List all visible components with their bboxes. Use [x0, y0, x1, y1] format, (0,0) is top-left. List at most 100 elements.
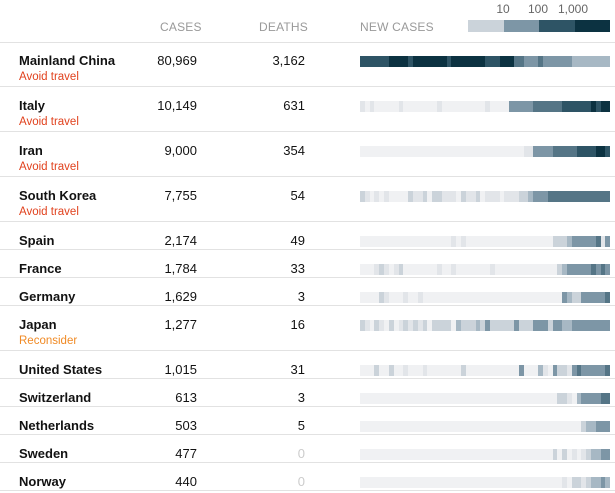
daily-cases-cell	[538, 101, 543, 112]
daily-cases-cell	[441, 477, 447, 488]
daily-cases-cell	[600, 292, 606, 303]
daily-cases-cell	[533, 191, 539, 202]
daily-cases-cell	[494, 292, 500, 303]
new-cases-heat-strip	[360, 477, 611, 488]
daily-cases-cell	[576, 101, 582, 112]
daily-cases-cell	[456, 421, 462, 432]
daily-cases-cell	[456, 264, 462, 275]
daily-cases-cell	[504, 393, 510, 404]
daily-cases-cell	[398, 292, 404, 303]
daily-cases-cell	[456, 56, 462, 67]
daily-cases-cell	[523, 449, 529, 460]
daily-cases-cell	[542, 477, 548, 488]
table-row[interactable]: Switzerland 613 3	[0, 379, 615, 407]
daily-cases-cell	[393, 101, 399, 112]
daily-cases-cell	[485, 393, 490, 404]
table-row[interactable]: South Korea Avoid travel 7,755 54	[0, 177, 615, 222]
daily-cases-cell	[470, 365, 476, 376]
daily-cases-cell	[417, 292, 423, 303]
daily-cases-cell	[514, 477, 519, 488]
daily-cases-cell	[494, 264, 500, 275]
daily-cases-cell	[422, 292, 428, 303]
daily-cases-cell	[437, 264, 442, 275]
daily-cases-cell	[388, 365, 394, 376]
table-row[interactable]: Italy Avoid travel 10,149 631	[0, 87, 615, 132]
table-row[interactable]: France 1,784 33	[0, 250, 615, 278]
daily-cases-cell	[422, 101, 428, 112]
daily-cases-cell	[374, 421, 380, 432]
daily-cases-cell	[600, 146, 606, 157]
daily-cases-cell	[504, 264, 510, 275]
table-row[interactable]: Spain 2,174 49	[0, 222, 615, 250]
daily-cases-cell	[595, 146, 601, 157]
daily-cases-cell	[494, 146, 500, 157]
daily-cases-cell	[441, 449, 447, 460]
daily-cases-cell	[369, 191, 375, 202]
cases-column-header[interactable]: CASES	[160, 20, 202, 34]
daily-cases-cell	[605, 449, 611, 460]
daily-cases-cell	[480, 477, 486, 488]
daily-cases-cell	[451, 292, 457, 303]
daily-cases-cell	[571, 449, 577, 460]
daily-cases-cell	[456, 236, 462, 247]
daily-cases-cell	[408, 477, 413, 488]
daily-cases-cell	[388, 449, 394, 460]
daily-cases-cell	[523, 365, 529, 376]
daily-cases-cell	[364, 146, 370, 157]
daily-cases-cell	[451, 320, 457, 331]
table-row[interactable]: Iran Avoid travel 9,000 354	[0, 132, 615, 177]
daily-cases-cell	[576, 191, 582, 202]
daily-cases-cell	[595, 191, 601, 202]
daily-cases-cell	[600, 264, 606, 275]
daily-cases-cell	[465, 477, 471, 488]
daily-cases-cell	[364, 191, 370, 202]
daily-cases-cell	[533, 56, 539, 67]
daily-cases-cell	[408, 449, 413, 460]
daily-cases-cell	[557, 56, 563, 67]
cases-value: 80,969	[157, 53, 197, 68]
daily-cases-cell	[581, 365, 587, 376]
daily-cases-cell	[475, 56, 481, 67]
daily-cases-cell	[566, 449, 572, 460]
deaths-column-header[interactable]: DEATHS	[259, 20, 308, 34]
daily-cases-cell	[605, 292, 611, 303]
table-row[interactable]: Japan Reconsider 1,277 16	[0, 306, 615, 351]
table-row[interactable]: Netherlands 503 5	[0, 407, 615, 435]
daily-cases-cell	[393, 449, 399, 460]
daily-cases-cell	[542, 449, 548, 460]
daily-cases-cell	[571, 236, 577, 247]
table-row[interactable]: Mainland China Avoid travel 80,969 3,162	[0, 42, 615, 87]
table-row[interactable]: United States 1,015 31	[0, 351, 615, 379]
table-row[interactable]: Germany 1,629 3	[0, 278, 615, 306]
daily-cases-cell	[422, 146, 428, 157]
daily-cases-cell	[408, 292, 413, 303]
daily-cases-cell	[446, 449, 452, 460]
daily-cases-cell	[504, 292, 510, 303]
daily-cases-cell	[591, 236, 596, 247]
deaths-value: 0	[297, 446, 305, 461]
daily-cases-cell	[437, 365, 442, 376]
daily-cases-cell	[566, 101, 572, 112]
daily-cases-cell	[437, 477, 442, 488]
daily-cases-cell	[591, 320, 596, 331]
daily-cases-cell	[600, 477, 606, 488]
daily-cases-cell	[379, 320, 385, 331]
daily-cases-cell	[417, 421, 423, 432]
daily-cases-cell	[437, 292, 442, 303]
daily-cases-cell	[384, 191, 389, 202]
table-row[interactable]: Sweden 477 0	[0, 435, 615, 463]
daily-cases-cell	[465, 393, 471, 404]
daily-cases-cell	[562, 365, 567, 376]
daily-cases-cell	[475, 101, 481, 112]
table-row[interactable]: Norway 440 0	[0, 463, 615, 491]
cases-value: 1,277	[164, 317, 197, 332]
daily-cases-cell	[432, 421, 437, 432]
daily-cases-cell	[528, 101, 534, 112]
daily-cases-cell	[465, 101, 471, 112]
daily-cases-cell	[360, 365, 365, 376]
daily-cases-cell	[518, 393, 524, 404]
legend-swatch	[503, 20, 539, 32]
daily-cases-cell	[557, 101, 563, 112]
legend-swatch	[539, 20, 575, 32]
daily-cases-cell	[408, 101, 413, 112]
